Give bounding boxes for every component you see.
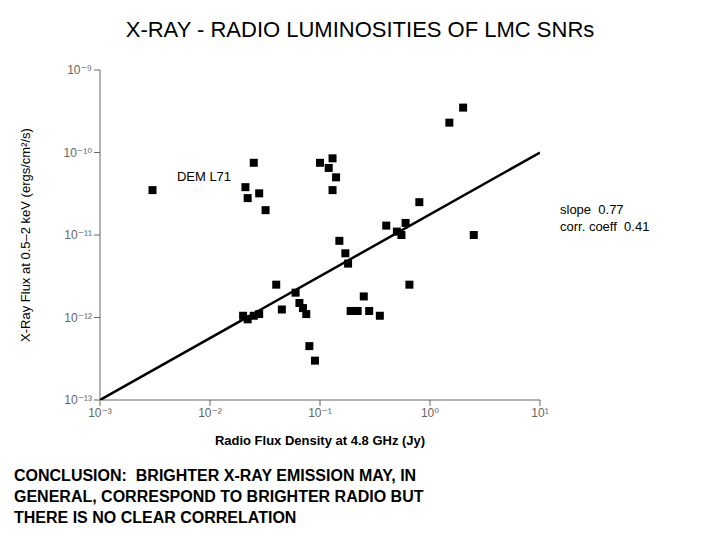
svg-text:X-Ray Flux at 0.5–2 keV (ergs/: X-Ray Flux at 0.5–2 keV (ergs/cm²/s)	[18, 128, 33, 342]
svg-text:10⁻¹: 10⁻¹	[308, 406, 332, 420]
svg-text:10⁻¹⁰: 10⁻¹⁰	[64, 146, 93, 160]
html-text:X-RAY - RADIO LUMINOSITIES OF: X-RAY - RADIO LUMINOSITIES OF LMC SNRs	[125, 17, 595, 42]
svg-text:10⁻³: 10⁻³	[88, 406, 112, 420]
svg-text:10¹: 10¹	[531, 406, 548, 420]
svg-text:Radio Flux Density at 4.8 GHz: Radio Flux Density at 4.8 GHz (Jy)	[215, 433, 425, 448]
svg-text:10⁰: 10⁰	[421, 406, 439, 420]
svg-text:10⁻¹¹: 10⁻¹¹	[64, 228, 92, 242]
svg-text:DEM L71: DEM L71	[177, 169, 231, 184]
html-text:slope 0.77 corr. coeff 0.41: slope 0.77 corr. coeff 0.41	[560, 202, 650, 234]
svg-text:10⁻¹³: 10⁻¹³	[64, 393, 92, 407]
html-text:CONCLUSION: BRIGHTER X-RAY EMI: CONCLUSION: BRIGHTER X-RAY EMISSION MAY,…	[14, 467, 424, 526]
svg-text:10⁻⁹: 10⁻⁹	[67, 63, 92, 77]
svg-text:10⁻²: 10⁻²	[198, 406, 222, 420]
svg-text:10⁻¹²: 10⁻¹²	[64, 311, 92, 325]
